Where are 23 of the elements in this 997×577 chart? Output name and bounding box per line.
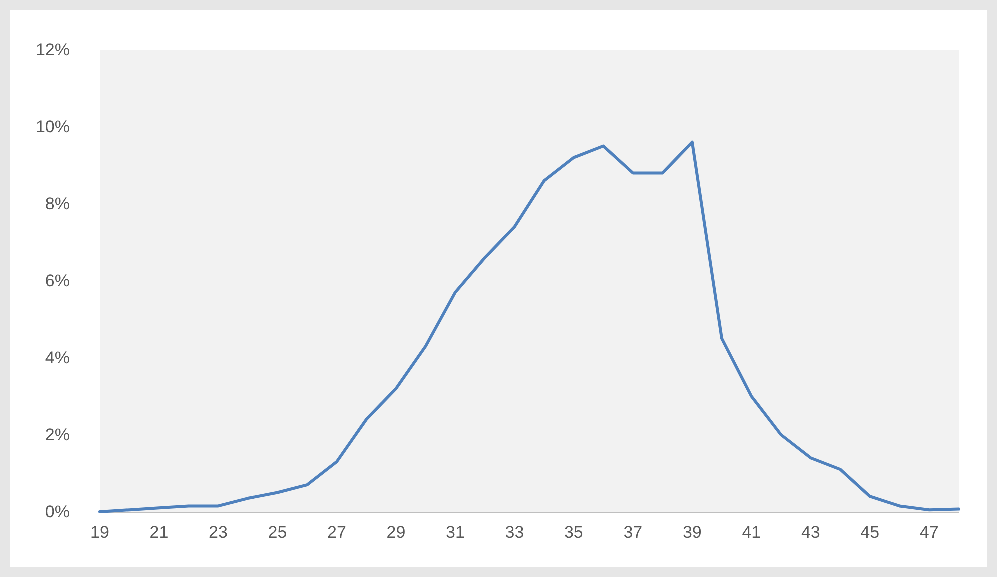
x-tick-label: 33: [505, 523, 524, 542]
y-tick-label: 2%: [45, 426, 70, 444]
line-series: [98, 140, 960, 514]
y-tick-label: 12%: [36, 40, 70, 60]
x-tick-label: 35: [564, 523, 584, 542]
x-tick-label: 41: [742, 523, 762, 542]
x-tick-label: 23: [209, 523, 228, 542]
x-tick-label: 21: [150, 523, 169, 542]
x-tick-label: 29: [386, 523, 406, 542]
x-tick-label: 19: [90, 523, 110, 542]
x-tick-label: 27: [328, 523, 346, 542]
y-tick-label: 8%: [45, 194, 70, 214]
y-tick-label: 4%: [45, 348, 70, 368]
y-tick-label: 10%: [36, 118, 70, 136]
y-tick-label: 6%: [45, 272, 70, 290]
x-tick-label: 47: [920, 523, 939, 542]
x-tick-label: 43: [801, 523, 820, 542]
x-tick-label: 39: [682, 523, 702, 542]
y-tick-label: 0%: [45, 502, 70, 522]
x-tick-label: 31: [446, 523, 465, 542]
x-tick-label: 25: [268, 523, 288, 542]
x-tick-label: 37: [624, 523, 643, 542]
x-tick-label: 45: [860, 523, 880, 542]
